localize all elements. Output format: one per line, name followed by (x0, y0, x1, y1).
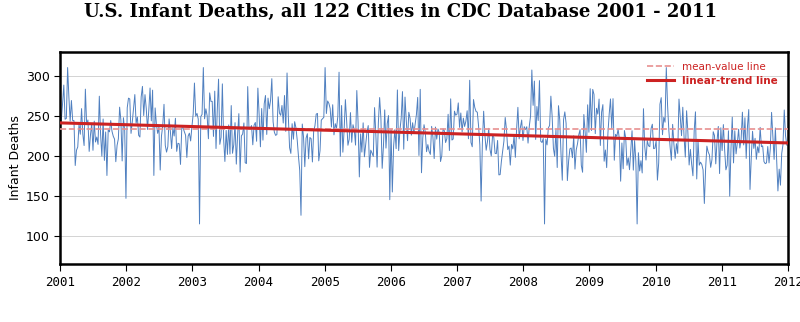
Legend: mean-value line, linear-trend line: mean-value line, linear-trend line (642, 57, 782, 91)
Text: U.S. Infant Deaths, all 122 Cities in CDC Database 2001 - 2011: U.S. Infant Deaths, all 122 Cities in CD… (83, 3, 717, 21)
Y-axis label: Infant Deaths: Infant Deaths (9, 115, 22, 200)
